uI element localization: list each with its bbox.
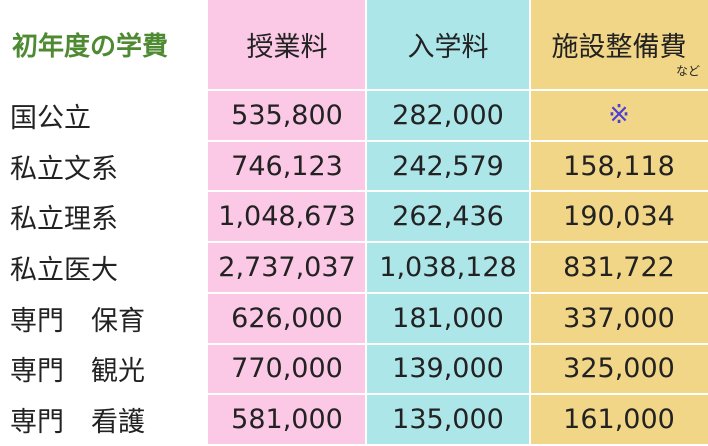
- tuition-cell: 626,000: [208, 293, 366, 345]
- facilities-cell: 190,034: [530, 192, 708, 244]
- header-facilities-label: 施設整備費: [551, 32, 687, 63]
- tuition-cell: 1,048,673: [208, 192, 366, 244]
- tuition-cell: 581,000: [208, 395, 366, 446]
- row-label: 専門 観光: [0, 344, 208, 396]
- column-divider: [365, 0, 367, 446]
- admission-cell: 135,000: [366, 395, 530, 446]
- column-divider: [206, 0, 208, 446]
- facilities-cell: ※: [530, 91, 708, 142]
- admission-cell: 282,000: [366, 91, 530, 142]
- table-title: 初年度の学費: [0, 0, 208, 91]
- header-admission: 入学料: [366, 0, 530, 91]
- tuition-cell: 770,000: [208, 344, 366, 396]
- facilities-cell: 161,000: [530, 395, 708, 446]
- admission-cell: 242,579: [366, 141, 530, 193]
- tuition-cell: 746,123: [208, 141, 366, 193]
- tuition-cell: 2,737,037: [208, 243, 366, 294]
- header-facilities-note: など: [675, 64, 700, 78]
- row-label: 私立医大: [0, 243, 208, 294]
- reference-mark: ※: [608, 100, 630, 131]
- facilities-cell: 831,722: [530, 243, 708, 294]
- row-label: 専門 看護: [0, 395, 208, 446]
- facilities-cell: 337,000: [530, 293, 708, 345]
- row-label: 私立文系: [0, 141, 208, 193]
- row-label: 私立理系: [0, 192, 208, 244]
- admission-cell: 262,436: [366, 192, 530, 244]
- facilities-cell: 158,118: [530, 141, 708, 193]
- admission-cell: 139,000: [366, 344, 530, 396]
- row-label: 国公立: [0, 91, 208, 142]
- header-facilities: 施設整備費 など: [530, 0, 708, 91]
- admission-cell: 181,000: [366, 293, 530, 345]
- tuition-cell: 535,800: [208, 91, 366, 142]
- header-tuition: 授業料: [208, 0, 366, 91]
- facilities-cell: 325,000: [530, 344, 708, 396]
- column-divider: [529, 0, 531, 446]
- admission-cell: 1,038,128: [366, 243, 530, 294]
- row-label: 専門 保育: [0, 293, 208, 345]
